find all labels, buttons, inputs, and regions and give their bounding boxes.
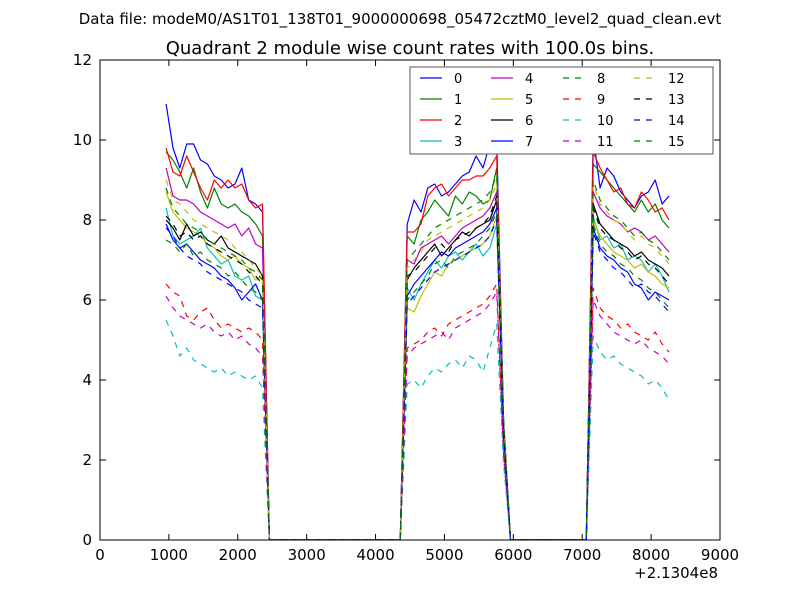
series-line-3: [165, 207, 670, 540]
legend-label-15: 15: [668, 135, 685, 150]
legend-label-9: 9: [597, 93, 605, 108]
chart-suptitle: Data file: modeM0/AS1T01_138T01_90000006…: [79, 10, 722, 29]
y-tick-label: 10: [73, 131, 92, 149]
x-tick-label: 1000: [150, 546, 188, 564]
series-line-7: [165, 207, 670, 540]
legend-label-10: 10: [597, 114, 614, 129]
legend-label-13: 13: [668, 93, 685, 108]
series-line-9: [165, 283, 670, 540]
legend-label-7: 7: [525, 135, 533, 150]
series-line-2: [165, 147, 670, 540]
x-tick-label: 0: [95, 546, 105, 564]
legend-label-2: 2: [454, 114, 462, 129]
series-line-14: [165, 219, 670, 540]
ticks-layer: 0 1000 2000 3000 4000 5000 6000 7000 8000 9000 0 2 4…: [73, 51, 739, 564]
x-tick-label: 8000: [632, 546, 670, 564]
legend-label-8: 8: [597, 72, 605, 87]
y-tick-label: 4: [82, 371, 92, 389]
legend-label-6: 6: [525, 114, 533, 129]
legend-label-5: 5: [525, 93, 533, 108]
legend-label-14: 14: [668, 114, 685, 129]
chart-title: Quadrant 2 module wise count rates with …: [166, 38, 655, 59]
series-line-13: [165, 195, 670, 540]
y-tick-label: 12: [73, 51, 92, 69]
legend-label-11: 11: [597, 135, 614, 150]
y-tick-label: 2: [82, 451, 92, 469]
series-layer: [165, 103, 670, 540]
y-tick-label: 6: [82, 291, 92, 309]
series-line-15: [165, 175, 670, 540]
legend-label-4: 4: [525, 72, 533, 87]
x-tick-label: 4000: [356, 546, 394, 564]
x-tick-label: 9000: [701, 546, 739, 564]
x-tick-label: 3000: [288, 546, 326, 564]
series-line-4: [165, 167, 670, 540]
series-line-5: [165, 191, 670, 540]
legend-label-12: 12: [668, 72, 685, 87]
x-tick-label: 5000: [425, 546, 463, 564]
legend-box: [409, 66, 714, 155]
series-line-12: [165, 179, 670, 540]
series-line-11: [165, 291, 670, 540]
legend-label-0: 0: [454, 72, 462, 87]
x-tick-label: 6000: [494, 546, 532, 564]
x-tick-label: 2000: [219, 546, 257, 564]
y-tick-label: 8: [82, 211, 92, 229]
series-line-10: [165, 319, 670, 540]
y-tick-label: 0: [82, 531, 92, 549]
series-line-1: [165, 151, 670, 540]
x-offset-label: +2.1304e8: [634, 564, 718, 582]
legend-label-3: 3: [454, 135, 462, 150]
legend-label-1: 1: [454, 93, 462, 108]
x-tick-label: 7000: [563, 546, 601, 564]
